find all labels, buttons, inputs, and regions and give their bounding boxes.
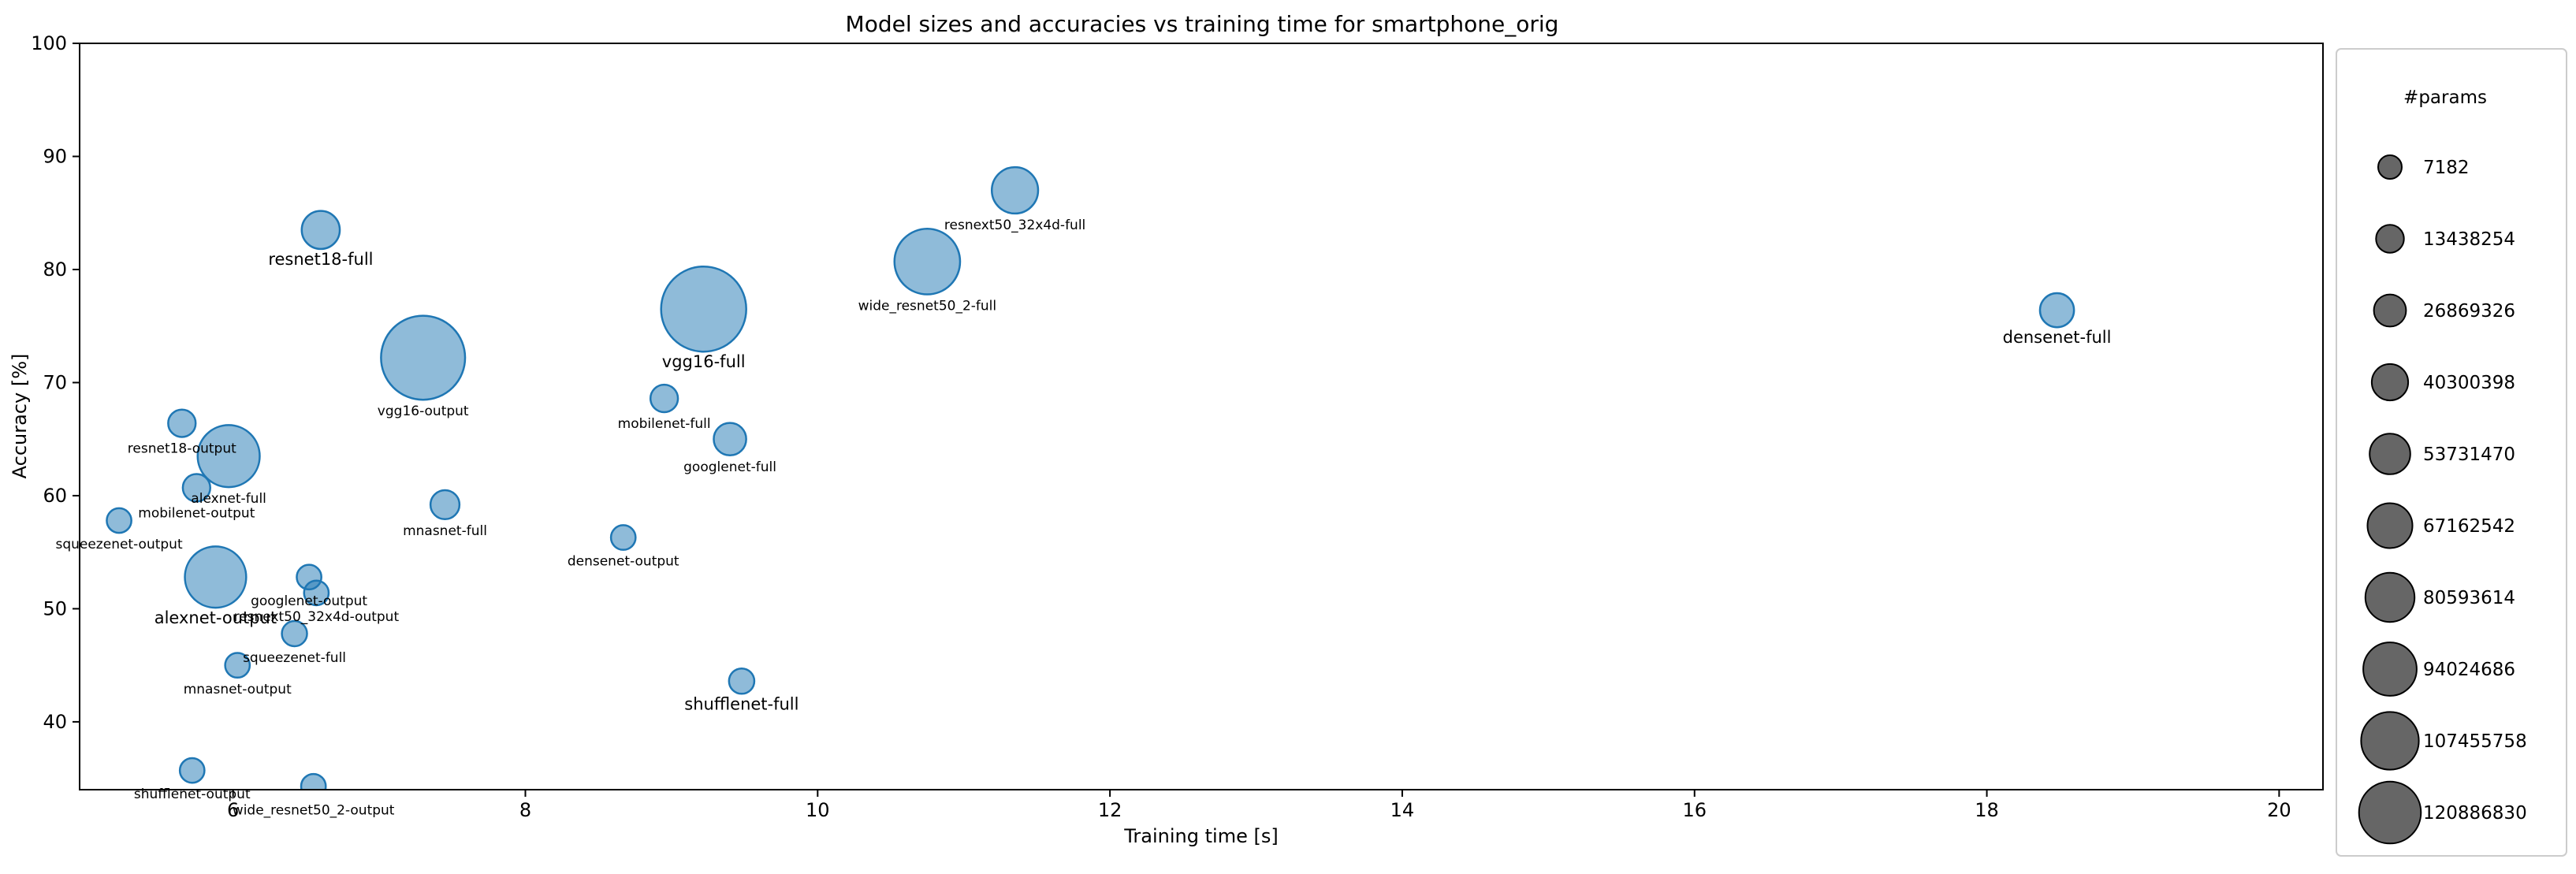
legend-marker [2370, 363, 2410, 402]
point-label-resnext50_32x4d-output: resnext50_32x4d-output [234, 609, 400, 625]
point-label-wide_resnet50_2-full: wide_resnet50_2-full [858, 299, 997, 314]
data-point-alexnet-output [184, 545, 248, 609]
point-label-densenet-full: densenet-full [2003, 328, 2112, 347]
data-point-wide_resnet50_2-output [300, 772, 327, 790]
data-point-wide_resnet50_2-full [893, 228, 962, 296]
data-point-mobilenet-output [181, 473, 211, 503]
x-axis-label: Training time [s] [1123, 825, 1278, 847]
legend-title: #params [2403, 87, 2487, 108]
point-label-shufflenet-full: shufflenet-full [684, 694, 798, 713]
legend-marker [2377, 154, 2403, 180]
data-point-googlenet-full [713, 422, 747, 457]
point-labels: resnet18-full resnext50_32x4d-full wide_re… [55, 218, 2111, 818]
legend-entry-label: 13438254 [2423, 229, 2515, 250]
legend-entry-label: 53731470 [2423, 444, 2515, 465]
legend-entry-label: 40300398 [2423, 373, 2515, 393]
y-tick-label: 40 [43, 711, 67, 733]
y-axis: 40 50 60 70 80 90 100 [31, 32, 80, 733]
point-label-googlenet-output: googlenet-output [251, 593, 367, 609]
data-point-mnasnet-full [429, 489, 461, 521]
x-tick-label: 6 [227, 799, 239, 821]
data-point-densenet-output [609, 524, 637, 551]
y-tick-label: 70 [43, 371, 67, 393]
point-label-alexnet-full: alexnet-full [191, 491, 266, 507]
data-point-densenet-full [2038, 292, 2075, 329]
legend-marker [2358, 780, 2422, 845]
x-tick-label: 16 [1682, 799, 1707, 821]
legend-entry-label: 120886830 [2423, 803, 2527, 824]
legend-marker [2360, 711, 2420, 771]
point-label-densenet-output: densenet-output [568, 554, 679, 570]
legend-marker [2362, 642, 2418, 697]
point-label-mnasnet-output: mnasnet-output [184, 682, 292, 697]
legend-marker [2373, 293, 2407, 328]
data-points [106, 166, 2075, 790]
data-point-squeezenet-full [281, 619, 308, 648]
point-label-mobilenet-full: mobilenet-full [618, 416, 711, 432]
x-axis: 6 8 10 12 14 16 18 20 [227, 790, 2291, 821]
data-point-resnet18-output [167, 408, 197, 438]
point-label-resnet18-output: resnet18-output [128, 441, 236, 457]
data-point-alexnet-full [196, 424, 261, 489]
x-tick-label: 10 [806, 799, 830, 821]
y-tick-label: 100 [31, 32, 67, 54]
point-label-shufflenet-output: shufflenet-output [134, 787, 251, 802]
legend-entry-label: 80593614 [2423, 588, 2515, 608]
legend-marker [2366, 502, 2414, 549]
legend-marker [2369, 433, 2411, 475]
x-tick-label: 12 [1098, 799, 1122, 821]
legend-entry-label: 67162542 [2423, 516, 2515, 537]
point-label-alexnet-output: alexnet-output [154, 608, 277, 627]
y-axis-label: Accuracy [%] [9, 354, 31, 479]
y-tick-label: 60 [43, 485, 67, 507]
point-label-mobilenet-output: mobilenet-output [138, 505, 255, 521]
legend-entry-label: 107455758 [2423, 731, 2527, 752]
point-label-resnet18-full: resnet18-full [268, 250, 373, 269]
data-point-shufflenet-output [178, 757, 206, 784]
x-tick-label: 20 [2267, 799, 2291, 821]
y-tick-label: 50 [43, 597, 67, 619]
legend-entry-label: 94024686 [2423, 660, 2515, 680]
plot-frame [79, 43, 2324, 790]
legend-entry-label: 26869326 [2423, 301, 2515, 322]
x-tick-label: 18 [1975, 799, 1999, 821]
legend-entry-label: 7182 [2423, 158, 2470, 178]
y-tick-label: 80 [43, 258, 67, 281]
legend-marker [2364, 571, 2416, 623]
data-point-resnet18-full [300, 210, 341, 251]
y-tick-label: 90 [43, 145, 67, 167]
point-label-wide_resnet50_2-output: wide_resnet50_2-output [233, 802, 395, 818]
point-label-squeezenet-full: squeezenet-full [243, 650, 346, 666]
point-label-googlenet-full: googlenet-full [683, 459, 776, 475]
data-point-mobilenet-full [649, 383, 679, 414]
point-label-squeezenet-output: squeezenet-output [55, 537, 182, 552]
legend-entries: 7182 13438254 26869326 40300398 53731470 6716… [2358, 154, 2527, 845]
data-point-resnext50_32x4d-full [990, 166, 1040, 215]
data-point-resnext50_32x4d-output [303, 579, 330, 607]
legend: #params 7182 13438254 26869326 40300398 5373… [2336, 48, 2567, 857]
data-point-mnasnet-output [224, 652, 251, 679]
x-tick-label: 8 [519, 799, 531, 821]
chart-title: Model sizes and accuracies vs training t… [846, 11, 1559, 37]
point-label-mnasnet-full: mnasnet-full [403, 523, 487, 539]
data-point-shufflenet-full [728, 667, 756, 695]
point-label-vgg16-full: vgg16-full [662, 352, 746, 371]
x-tick-label: 14 [1390, 799, 1415, 821]
legend-marker [2375, 224, 2405, 254]
point-label-vgg16-output: vgg16-output [378, 404, 469, 419]
data-point-squeezenet-output [106, 507, 132, 534]
point-label-resnext50_32x4d-full: resnext50_32x4d-full [944, 218, 1085, 233]
data-point-vgg16-full [660, 265, 747, 353]
data-point-vgg16-output [380, 314, 467, 401]
